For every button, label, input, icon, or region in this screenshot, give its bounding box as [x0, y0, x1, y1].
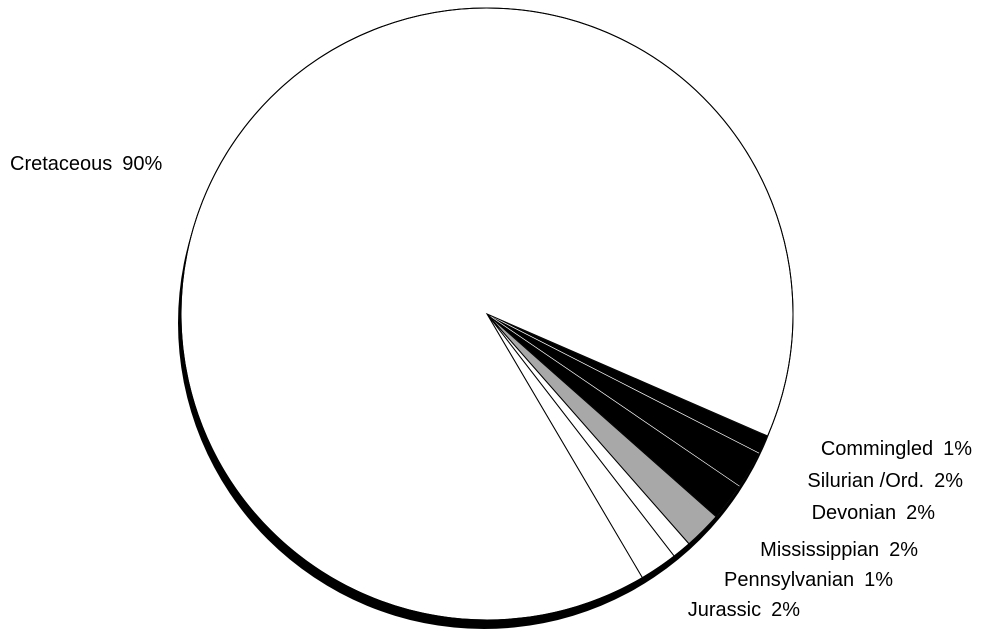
slice-name: Devonian [812, 502, 897, 524]
slice-value: 2% [934, 470, 963, 492]
slice-value: 2% [889, 539, 918, 561]
slice-value: 90% [122, 153, 162, 175]
slice-name: Silurian /Ord. [807, 470, 924, 492]
slice-label: Silurian /Ord. 2% [807, 470, 963, 492]
slice-label: Devonian 2% [812, 502, 936, 524]
slice-value: 1% [864, 569, 893, 591]
slice-name: Jurassic [688, 599, 761, 621]
slice-label: Pennsylvanian 1% [724, 569, 893, 591]
slice-label: Mississippian 2% [760, 539, 918, 561]
slice-value: 2% [771, 599, 800, 621]
slice-name: Mississippian [760, 539, 879, 561]
slice-name: Cretaceous [10, 153, 112, 175]
slice-label: Jurassic 2% [688, 599, 800, 621]
pie-outline [180, 7, 794, 621]
slice-name: Pennsylvanian [724, 569, 854, 591]
slice-label: Cretaceous 90% [10, 153, 163, 175]
slice-name: Commingled [821, 438, 933, 460]
slice-label: Commingled 1% [821, 438, 972, 460]
slice-value: 2% [906, 502, 935, 524]
slice-value: 1% [943, 438, 972, 460]
